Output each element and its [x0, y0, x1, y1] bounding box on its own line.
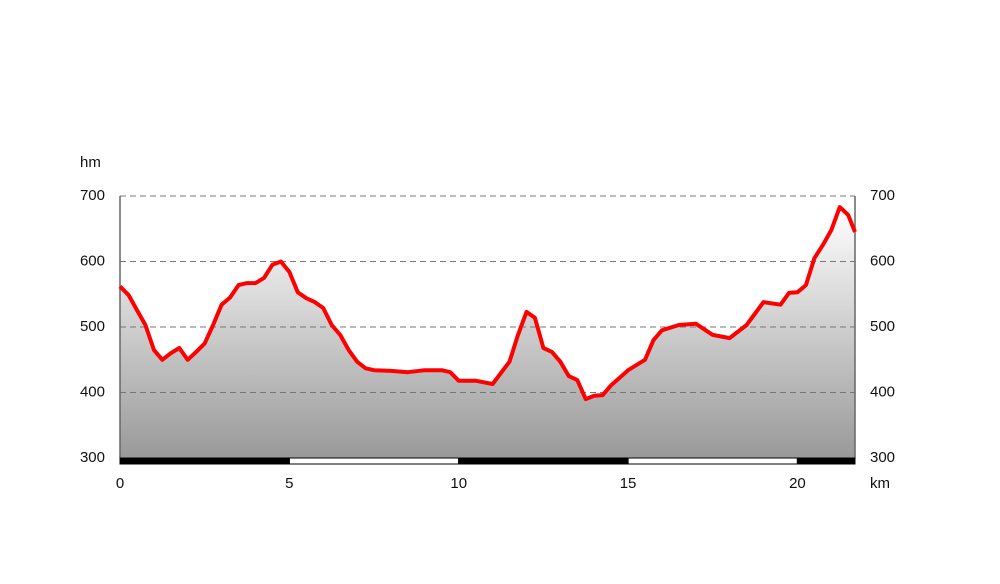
elevation-area [120, 207, 855, 458]
y-tick-label-right: 700 [870, 187, 895, 204]
x-tick-label: 5 [285, 475, 293, 492]
y-tick-label-right: 400 [870, 383, 895, 400]
x-tick-label: 20 [789, 475, 806, 492]
y-tick-label: 600 [80, 252, 105, 269]
y-tick-label-right: 500 [870, 318, 895, 335]
y-tick-label-right: 600 [870, 252, 895, 269]
x-axis-label: km [870, 475, 890, 492]
scale-bar-segment [119, 457, 290, 465]
y-tick-label: 500 [80, 318, 105, 335]
x-tick-label: 10 [450, 475, 467, 492]
scale-bar-segment [796, 457, 856, 465]
y-axis-label: hm [80, 154, 101, 171]
elevation-line [118, 205, 857, 402]
scale-bar-segment [627, 457, 798, 465]
scale-bar-segment [288, 457, 460, 465]
y-tick-label: 700 [80, 187, 105, 204]
y-tick-label: 300 [80, 449, 105, 466]
x-tick-label: 0 [116, 475, 124, 492]
y-tick-label: 400 [80, 383, 105, 400]
scale-bar-segment [458, 457, 629, 465]
x-tick-label: 15 [620, 475, 637, 492]
y-tick-label-right: 300 [870, 449, 895, 466]
